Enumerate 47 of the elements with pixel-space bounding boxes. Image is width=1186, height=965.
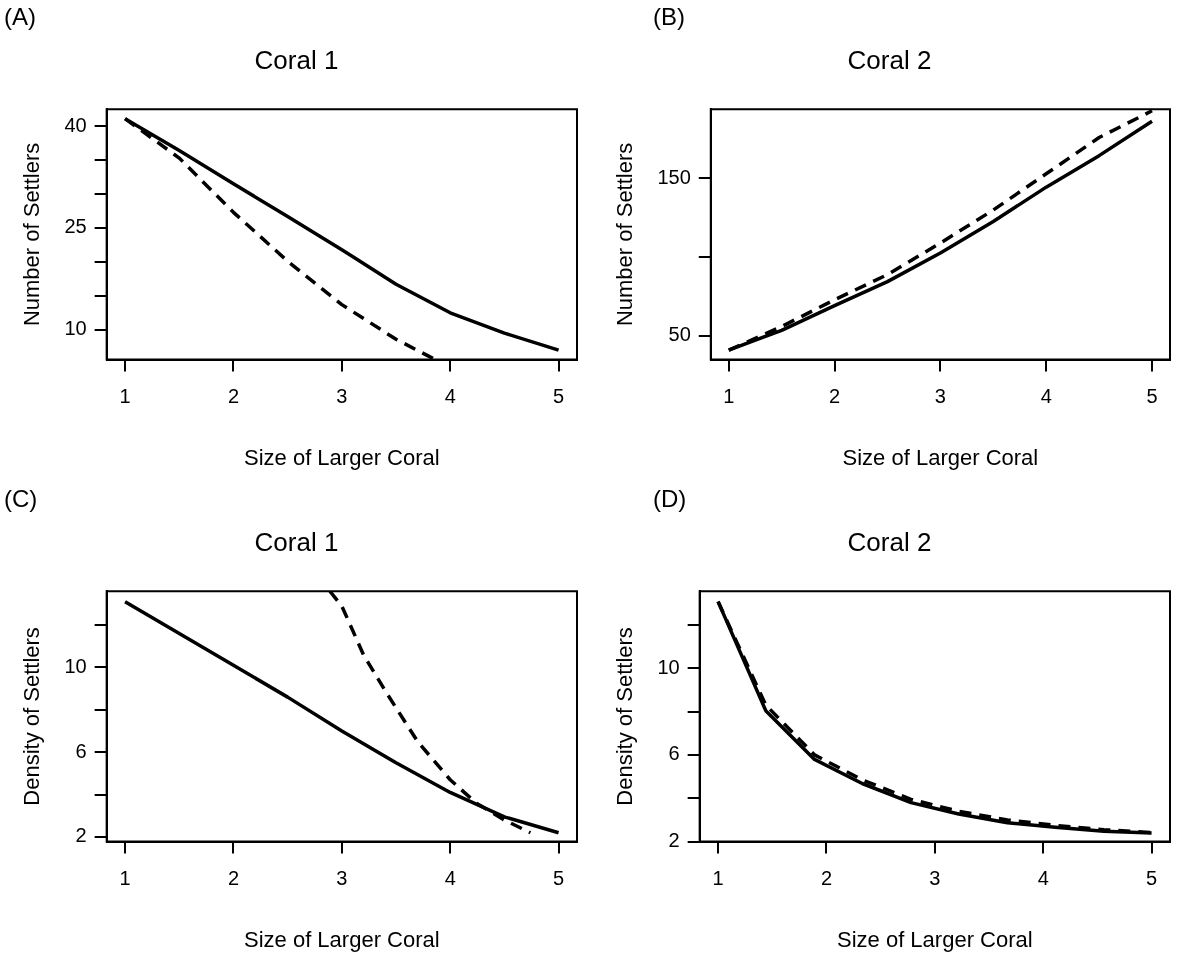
y-tick-label: 50: [668, 323, 691, 346]
x-tick-label: 4: [444, 867, 456, 890]
x-axis-title: Size of Larger Coral: [842, 444, 1039, 470]
x-tick-label: 1: [712, 867, 724, 890]
x-axis-title: Size of Larger Coral: [243, 926, 440, 952]
x-tick-label: 2: [227, 385, 240, 408]
x-tick-label: 2: [227, 867, 240, 890]
chart-title: Coral 2: [847, 526, 932, 557]
y-tick-label: 10: [64, 654, 87, 677]
chart-title: Coral 1: [254, 44, 339, 75]
text: (B): [653, 2, 685, 30]
x-tick-label: 5: [1146, 385, 1158, 408]
y-tick-label: 10: [657, 655, 680, 678]
x-tick-label: 2: [820, 867, 833, 890]
x-axis-title: Size of Larger Coral: [243, 444, 440, 470]
x-tick-label: 5: [553, 385, 565, 408]
y-tick-label: 10: [64, 317, 87, 340]
x-tick-label: 5: [553, 867, 565, 890]
x-tick-label: 4: [1037, 867, 1049, 890]
text: (A): [4, 2, 36, 30]
x-tick-label: 3: [336, 385, 348, 408]
x-axis-title: Size of Larger Coral: [836, 926, 1033, 952]
y-tick-label: 6: [668, 742, 680, 765]
x-tick-label: 1: [723, 385, 735, 408]
x-tick-label: 2: [829, 385, 841, 408]
y-tick-label: 2: [75, 824, 87, 847]
y-tick-label: 2: [668, 829, 680, 852]
x-tick-label: 4: [444, 385, 456, 408]
chart-title: Coral 1: [254, 526, 339, 557]
y-tick-label: 150: [657, 166, 691, 189]
x-tick-label: 3: [934, 385, 946, 408]
y-axis-title: Number of Settlers: [612, 142, 638, 327]
y-tick-label: 25: [64, 215, 87, 238]
y-tick-label: 40: [64, 113, 87, 136]
chart-title: Coral 2: [847, 44, 932, 75]
y-axis-title: Density of Settlers: [19, 627, 45, 806]
x-tick-label: 3: [336, 867, 348, 890]
y-tick-label: 6: [75, 739, 87, 762]
y-axis-title: Number of Settlers: [19, 142, 45, 327]
x-tick-label: 1: [119, 385, 131, 408]
x-tick-label: 4: [1040, 385, 1052, 408]
text: (C): [4, 484, 38, 512]
x-tick-label: 3: [929, 867, 941, 890]
text: (D): [653, 484, 687, 512]
x-tick-label: 1: [119, 867, 131, 890]
y-axis-title: Density of Settlers: [612, 627, 638, 806]
x-tick-label: 5: [1146, 867, 1158, 890]
